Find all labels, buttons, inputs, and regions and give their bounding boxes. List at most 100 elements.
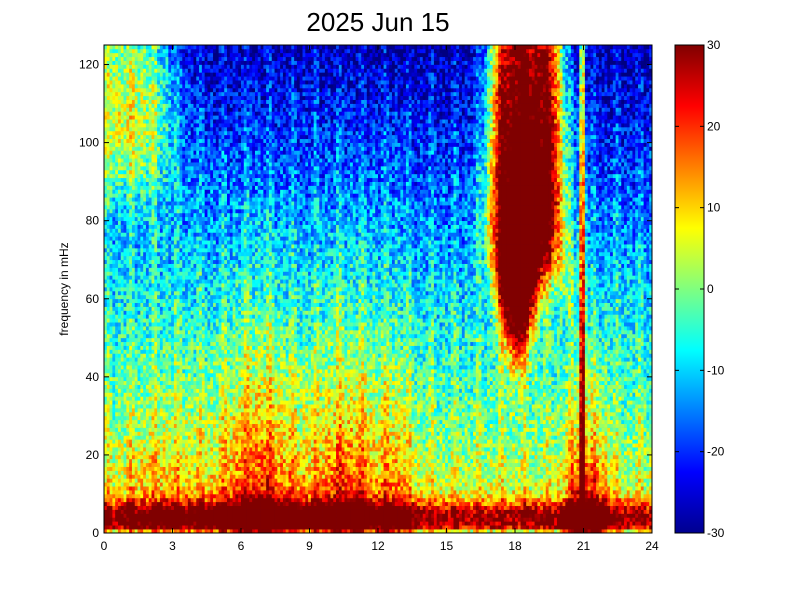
heatmap-cell xyxy=(157,295,160,299)
heatmap-cell xyxy=(146,279,149,283)
heatmap-cell xyxy=(174,76,177,80)
heatmap-cell xyxy=(163,174,166,178)
heatmap-cell xyxy=(118,307,121,311)
heatmap-cell xyxy=(157,408,160,412)
heatmap-cell xyxy=(188,373,191,377)
heatmap-cell xyxy=(135,303,138,307)
heatmap-cell xyxy=(182,166,185,170)
heatmap-cell xyxy=(138,326,141,330)
heatmap-cell xyxy=(107,154,110,158)
heatmap-cell xyxy=(149,186,152,190)
heatmap-cell xyxy=(205,240,208,244)
heatmap-cell xyxy=(115,412,118,416)
heatmap-cell xyxy=(152,486,155,490)
heatmap-cell xyxy=(118,68,121,72)
heatmap-cell xyxy=(121,53,124,57)
heatmap-cell xyxy=(185,361,188,365)
heatmap-cell xyxy=(143,326,146,330)
heatmap-cell xyxy=(191,279,194,283)
heatmap-cell xyxy=(196,283,199,287)
heatmap-cell xyxy=(191,186,194,190)
heatmap-cell xyxy=(188,217,191,221)
heatmap-cell xyxy=(140,392,143,396)
heatmap-cell xyxy=(207,525,210,529)
heatmap-cell xyxy=(149,482,152,486)
heatmap-cell xyxy=(196,49,199,53)
heatmap-cell xyxy=(121,400,124,404)
heatmap-cell xyxy=(112,174,115,178)
heatmap-cell xyxy=(149,88,152,92)
heatmap-cell xyxy=(163,334,166,338)
heatmap-cell xyxy=(135,65,138,69)
heatmap-cell xyxy=(154,271,157,275)
heatmap-cell xyxy=(154,474,157,478)
heatmap-cell xyxy=(143,119,146,123)
heatmap-cell xyxy=(191,381,194,385)
heatmap-cell xyxy=(168,221,171,225)
heatmap-cell xyxy=(132,404,135,408)
heatmap-cell xyxy=(171,111,174,115)
heatmap-cell xyxy=(179,400,182,404)
heatmap-cell xyxy=(191,104,194,108)
heatmap-cell xyxy=(160,115,163,119)
heatmap-cell xyxy=(146,381,149,385)
heatmap-cell xyxy=(174,486,177,490)
heatmap-cell xyxy=(193,158,196,162)
heatmap-cell xyxy=(143,104,146,108)
heatmap-cell xyxy=(182,408,185,412)
heatmap-cell xyxy=(126,96,129,100)
heatmap-cell xyxy=(149,279,152,283)
heatmap-cell xyxy=(199,119,202,123)
heatmap-cell xyxy=(152,201,155,205)
heatmap-cell xyxy=(196,240,199,244)
heatmap-cell xyxy=(118,80,121,84)
heatmap-cell xyxy=(202,80,205,84)
heatmap-cell xyxy=(160,162,163,166)
heatmap-cell xyxy=(107,322,110,326)
heatmap-cell xyxy=(115,467,118,471)
heatmap-cell xyxy=(210,490,213,494)
heatmap-cell xyxy=(154,260,157,264)
heatmap-cell xyxy=(182,65,185,69)
heatmap-cell xyxy=(154,408,157,412)
heatmap-cell xyxy=(202,111,205,115)
heatmap-cell xyxy=(196,439,199,443)
heatmap-cell xyxy=(171,61,174,65)
heatmap-cell xyxy=(140,182,143,186)
heatmap-cell xyxy=(207,486,210,490)
heatmap-cell xyxy=(163,57,166,61)
heatmap-cell xyxy=(146,353,149,357)
heatmap-cell xyxy=(110,428,113,432)
heatmap-cell xyxy=(166,221,169,225)
heatmap-cell xyxy=(185,88,188,92)
heatmap-cell xyxy=(166,236,169,240)
heatmap-cell xyxy=(168,322,171,326)
heatmap-cell xyxy=(166,201,169,205)
heatmap-cell xyxy=(199,443,202,447)
heatmap-cell xyxy=(129,96,132,100)
heatmap-cell xyxy=(152,310,155,314)
heatmap-cell xyxy=(121,416,124,420)
heatmap-cell xyxy=(207,240,210,244)
heatmap-cell xyxy=(115,260,118,264)
heatmap-cell xyxy=(185,57,188,61)
heatmap-cell xyxy=(140,119,143,123)
heatmap-cell xyxy=(199,107,202,111)
heatmap-cell xyxy=(188,104,191,108)
heatmap-cell xyxy=(177,502,180,506)
heatmap-cell xyxy=(160,279,163,283)
heatmap-cell xyxy=(166,451,169,455)
heatmap-cell xyxy=(115,61,118,65)
heatmap-cell xyxy=(210,268,213,272)
heatmap-cell xyxy=(168,291,171,295)
heatmap-cell xyxy=(191,248,194,252)
heatmap-cell xyxy=(140,498,143,502)
heatmap-cell xyxy=(166,123,169,127)
heatmap-cell xyxy=(121,205,124,209)
heatmap-cell xyxy=(140,213,143,217)
heatmap-cell xyxy=(160,510,163,514)
heatmap-cell xyxy=(135,158,138,162)
heatmap-cell xyxy=(115,420,118,424)
heatmap-cell xyxy=(205,182,208,186)
heatmap-cell xyxy=(182,80,185,84)
